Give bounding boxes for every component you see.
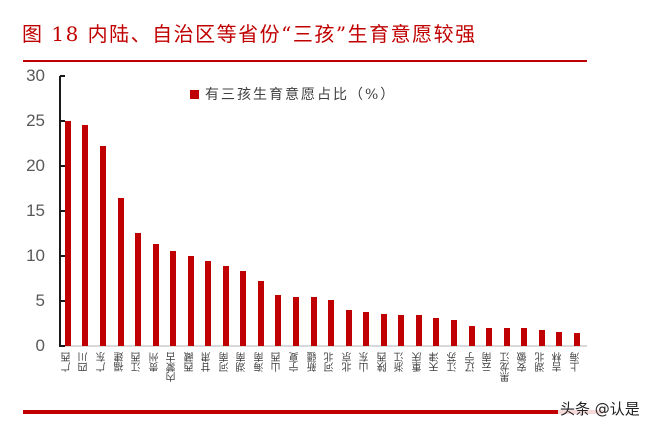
- x-tick-label: 海南: [254, 352, 266, 372]
- bar: [187, 256, 194, 346]
- legend: 有三孩生育意愿占比（%）: [190, 84, 396, 104]
- bar: [450, 319, 457, 346]
- y-tick: [60, 165, 65, 167]
- bar: [64, 121, 71, 346]
- bar: [433, 318, 440, 346]
- x-tick-label: 甘肃: [202, 352, 214, 372]
- bar: [573, 333, 580, 346]
- bar: [521, 328, 528, 346]
- y-tick: [60, 210, 65, 212]
- x-tick-label: 四川: [79, 352, 91, 372]
- x-tick-label: 广东: [96, 352, 108, 372]
- y-tick-label: 5: [35, 291, 45, 310]
- bar: [170, 250, 177, 346]
- y-tick-label: 0: [35, 336, 45, 355]
- bar: [275, 294, 282, 346]
- legend-swatch: [190, 89, 199, 99]
- y-tick: [60, 345, 65, 347]
- bar: [310, 296, 317, 346]
- bar: [82, 124, 89, 346]
- bar: [135, 232, 142, 346]
- y-tick-label: 10: [26, 246, 45, 265]
- x-tick-label: 吉林: [553, 352, 565, 372]
- y-tick: [60, 120, 65, 122]
- bar: [293, 296, 300, 346]
- y-tick-label: 20: [26, 156, 45, 175]
- x-tick-label: 贵州: [149, 352, 161, 372]
- bar: [222, 265, 229, 346]
- bar: [117, 198, 124, 346]
- x-tick-label: 北京: [342, 352, 354, 372]
- x-tick-label: 河北: [325, 352, 337, 372]
- bar: [328, 300, 335, 346]
- bar: [257, 281, 264, 346]
- x-tick-label: 湖南: [237, 352, 249, 372]
- x-tick-label: 广西: [61, 352, 73, 372]
- x-tick-label: 江西: [132, 352, 144, 372]
- x-tick-label: 安徽: [518, 352, 530, 372]
- x-tick-label: 福建: [114, 352, 126, 372]
- x-tick-label: 湖北: [535, 352, 547, 372]
- y-tick-label: 25: [26, 111, 45, 130]
- y-tick: [60, 300, 65, 302]
- bar: [468, 326, 475, 346]
- x-tick-label: 江苏: [447, 352, 459, 372]
- x-tick-label: 天津: [430, 352, 442, 372]
- y-tick: [60, 75, 65, 77]
- x-tick-label: 内蒙古: [167, 352, 179, 382]
- bar: [99, 146, 106, 346]
- bar: [415, 315, 422, 346]
- x-tick-label: 西藏: [184, 352, 196, 372]
- y-tick-label: 15: [26, 201, 45, 220]
- x-tick-label: 山东: [360, 352, 372, 372]
- bar: [380, 313, 387, 346]
- bar: [240, 271, 247, 346]
- chart-title: 图 18 内陆、自治区等省份“三孩”生育意愿较强: [22, 22, 477, 46]
- bar: [398, 315, 405, 346]
- legend-label: 有三孩生育意愿占比（%）: [205, 87, 397, 103]
- x-tick-label: 黑龙江: [500, 352, 512, 382]
- x-tick-label: 重庆: [412, 352, 424, 372]
- x-tick-label: 辽宁: [465, 352, 477, 372]
- bar: [486, 328, 493, 346]
- bar: [538, 329, 545, 346]
- bottom-divider: [23, 410, 603, 414]
- x-tick-label: 云南: [483, 352, 495, 372]
- bar: [363, 311, 370, 346]
- watermark: 头条 @认是: [558, 398, 642, 419]
- x-tick-label: 山西: [272, 352, 284, 372]
- bar: [205, 261, 212, 346]
- bar: [503, 328, 510, 346]
- x-tick-label: 陕西: [377, 352, 389, 372]
- x-tick-label: 宁夏: [290, 352, 302, 372]
- x-axis: [60, 345, 587, 347]
- x-tick-label: 新疆: [307, 352, 319, 372]
- y-tick-label: 30: [26, 66, 45, 85]
- x-tick-label: 上海: [570, 352, 582, 372]
- x-tick-label: 浙江: [395, 352, 407, 372]
- x-tick-label: 河南: [219, 352, 231, 372]
- bar: [556, 331, 563, 346]
- bar: [345, 310, 352, 346]
- top-divider: [23, 60, 587, 62]
- bar: [152, 244, 159, 346]
- y-tick: [60, 255, 65, 257]
